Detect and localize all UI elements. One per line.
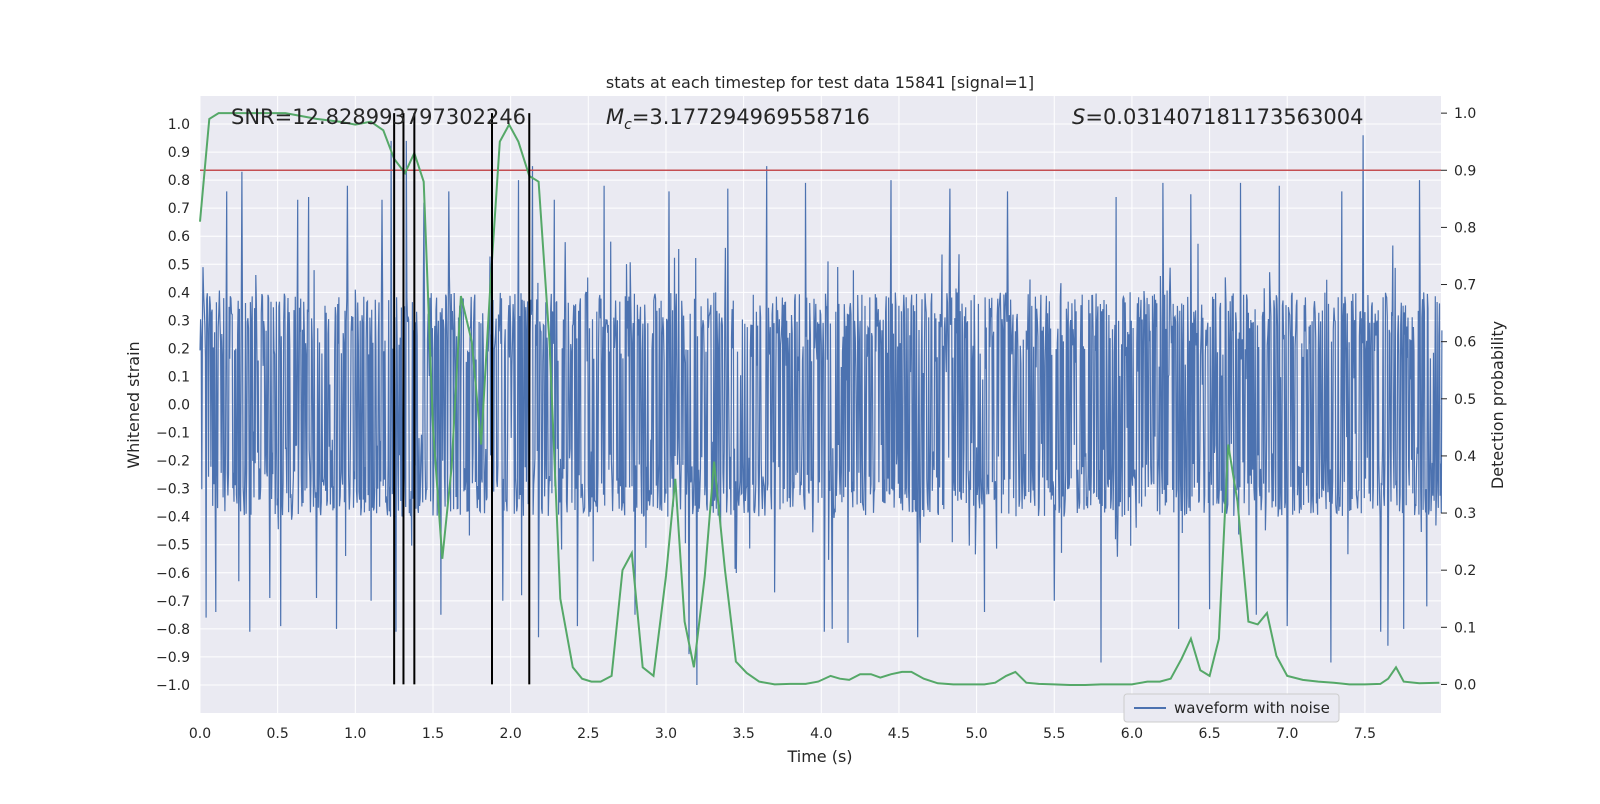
y-axis-label: Whitened strain (124, 341, 143, 468)
x-tick-label: 0.5 (267, 726, 289, 742)
y-tick-label: 0.1 (168, 369, 190, 385)
legend-box (1123, 693, 1340, 723)
y-tick-label: 0.3 (168, 313, 190, 329)
y2-tick-label: 0.0 (1454, 677, 1476, 693)
y2-tick-label: 0.2 (1454, 563, 1476, 579)
y2-tick-label: 0.5 (1454, 392, 1476, 408)
probability-line (199, 112, 1440, 686)
y-axis-ticks: 1.0 0.9 0.8 0.7 0.6 0.5 0.4 0.3 0.2 0.1 0.0 −0.1 −0.… (156, 117, 190, 694)
x-tick-label: 2.5 (577, 726, 599, 742)
y2-tick-label: 1.0 (1454, 106, 1476, 122)
y-tick-label: −0.3 (156, 482, 190, 498)
x-tick-label: 7.5 (1354, 726, 1376, 742)
x-tick-label: 1.0 (344, 726, 366, 742)
x-axis-label: Time (s) (786, 747, 852, 766)
y-tick-label: −0.5 (156, 538, 190, 554)
x-tick-label: 5.5 (1043, 726, 1065, 742)
y-tick-label: 0.8 (168, 173, 190, 189)
chart-title: stats at each timestep for test data 158… (606, 73, 1034, 92)
probability-series (199, 112, 1440, 686)
chirp-mass-value: =3.177294969558716 (632, 105, 870, 129)
y-tick-label: 0.9 (168, 145, 190, 161)
x-tick-label: 3.5 (732, 726, 754, 742)
detection-vlines (393, 113, 531, 685)
x-tick-label: 2.0 (500, 726, 522, 742)
chirp-mass-symbol: M (606, 105, 624, 129)
x-tick-label: 4.5 (888, 726, 910, 742)
x-tick-label: 4.0 (810, 726, 832, 742)
y2-tick-label: 0.3 (1454, 506, 1476, 522)
y-tick-label: −0.9 (156, 650, 190, 666)
y-tick-label: 0.2 (168, 341, 190, 357)
x-tick-label: 3.0 (655, 726, 677, 742)
y-tick-label: 0.4 (168, 285, 190, 301)
x-axis-ticks: 0.0 0.5 1.0 1.5 2.0 2.5 3.0 3.5 4.0 4.5 5.0 5.5 6.0 6… (189, 726, 1376, 742)
y2-tick-label: 0.7 (1454, 278, 1476, 294)
snr-annotation: SNR=12.828993797302246 (231, 105, 526, 129)
y-tick-label: −0.6 (156, 566, 190, 582)
y-tick-label: −0.7 (156, 594, 190, 610)
y2-tick-label: 0.1 (1454, 620, 1476, 636)
y-tick-label: 0.5 (168, 257, 190, 273)
x-tick-label: 5.0 (965, 726, 987, 742)
x-tick-label: 1.5 (422, 726, 444, 742)
s-annotation: S=0.031407181173563004 (1072, 105, 1363, 129)
legend: waveform with noise (1123, 693, 1340, 723)
x-tick-label: 7.0 (1276, 726, 1298, 742)
y-tick-label: −0.8 (156, 622, 190, 638)
y2-tick-label: 0.9 (1454, 163, 1476, 179)
s-value: =0.031407181173563004 (1085, 105, 1363, 129)
y2-tick-label: 0.4 (1454, 449, 1476, 465)
y-tick-label: −0.4 (156, 510, 190, 526)
waveform-series (199, 135, 1443, 686)
y-tick-label: −0.1 (156, 426, 190, 442)
s-symbol: S (1072, 105, 1085, 129)
y2-axis-ticks: 1.0 0.9 0.8 0.7 0.6 0.5 0.4 0.3 0.2 0.1 0.0 (1441, 106, 1476, 693)
legend-label: waveform with noise (1174, 699, 1330, 717)
y-tick-label: −1.0 (156, 678, 190, 694)
waveform-line (199, 135, 1443, 686)
x-tick-label: 6.0 (1121, 726, 1143, 742)
y-tick-label: −0.2 (156, 454, 190, 470)
chirp-mass-subscript: c (624, 117, 632, 133)
x-tick-label: 6.5 (1198, 726, 1220, 742)
chirp-mass-annotation: Mc=3.177294969558716 (606, 105, 870, 133)
y-tick-label: 0.6 (168, 229, 190, 245)
y-tick-label: 1.0 (168, 117, 190, 133)
y-tick-label: 0.0 (168, 398, 190, 414)
y-tick-label: 0.7 (168, 201, 190, 217)
x-tick-label: 0.0 (189, 726, 211, 742)
y2-tick-label: 0.6 (1454, 335, 1476, 351)
y2-axis-label: Detection probability (1488, 321, 1507, 489)
y2-tick-label: 0.8 (1454, 220, 1476, 236)
